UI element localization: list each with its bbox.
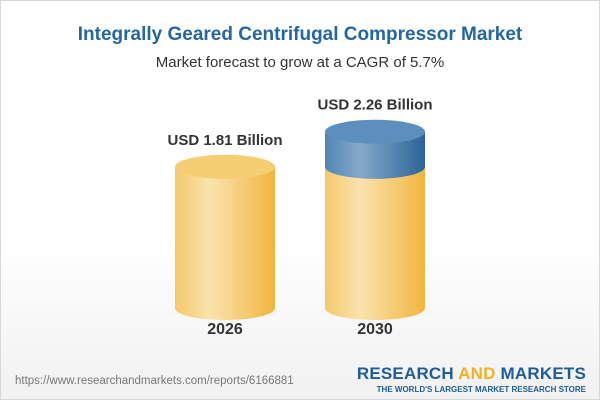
cylinder-top-2026 <box>175 154 275 179</box>
chart-subtitle: Market forecast to grow at a CAGR of 5.7… <box>155 54 445 71</box>
logo-tagline: THE WORLD'S LARGEST MARKET RESEARCH STOR… <box>376 385 586 394</box>
cylinder-top-2030 <box>325 119 425 144</box>
logo-text-and: AND <box>458 364 496 383</box>
category-label: 2030 <box>357 321 393 338</box>
cylinder-body-2030 <box>325 166 425 320</box>
data-label: USD 2.26 Billion <box>317 97 432 114</box>
cylinder-growth-segment-2030 <box>325 131 425 179</box>
research-and-markets-logo: RESEARCH AND MARKETS THE WORLD'S LARGEST… <box>357 364 586 394</box>
cylinder-body-2026 <box>175 166 275 320</box>
data-label: USD 1.81 Billion <box>167 132 282 149</box>
chart-title: Integrally Geared Centrifugal Compressor… <box>77 24 523 45</box>
category-label: 2026 <box>207 321 243 338</box>
logo-text: MARKETS <box>495 364 586 383</box>
logo-text: RESEARCH <box>356 364 459 383</box>
source-url[interactable]: https://www.researchandmarkets.com/repor… <box>15 375 294 387</box>
